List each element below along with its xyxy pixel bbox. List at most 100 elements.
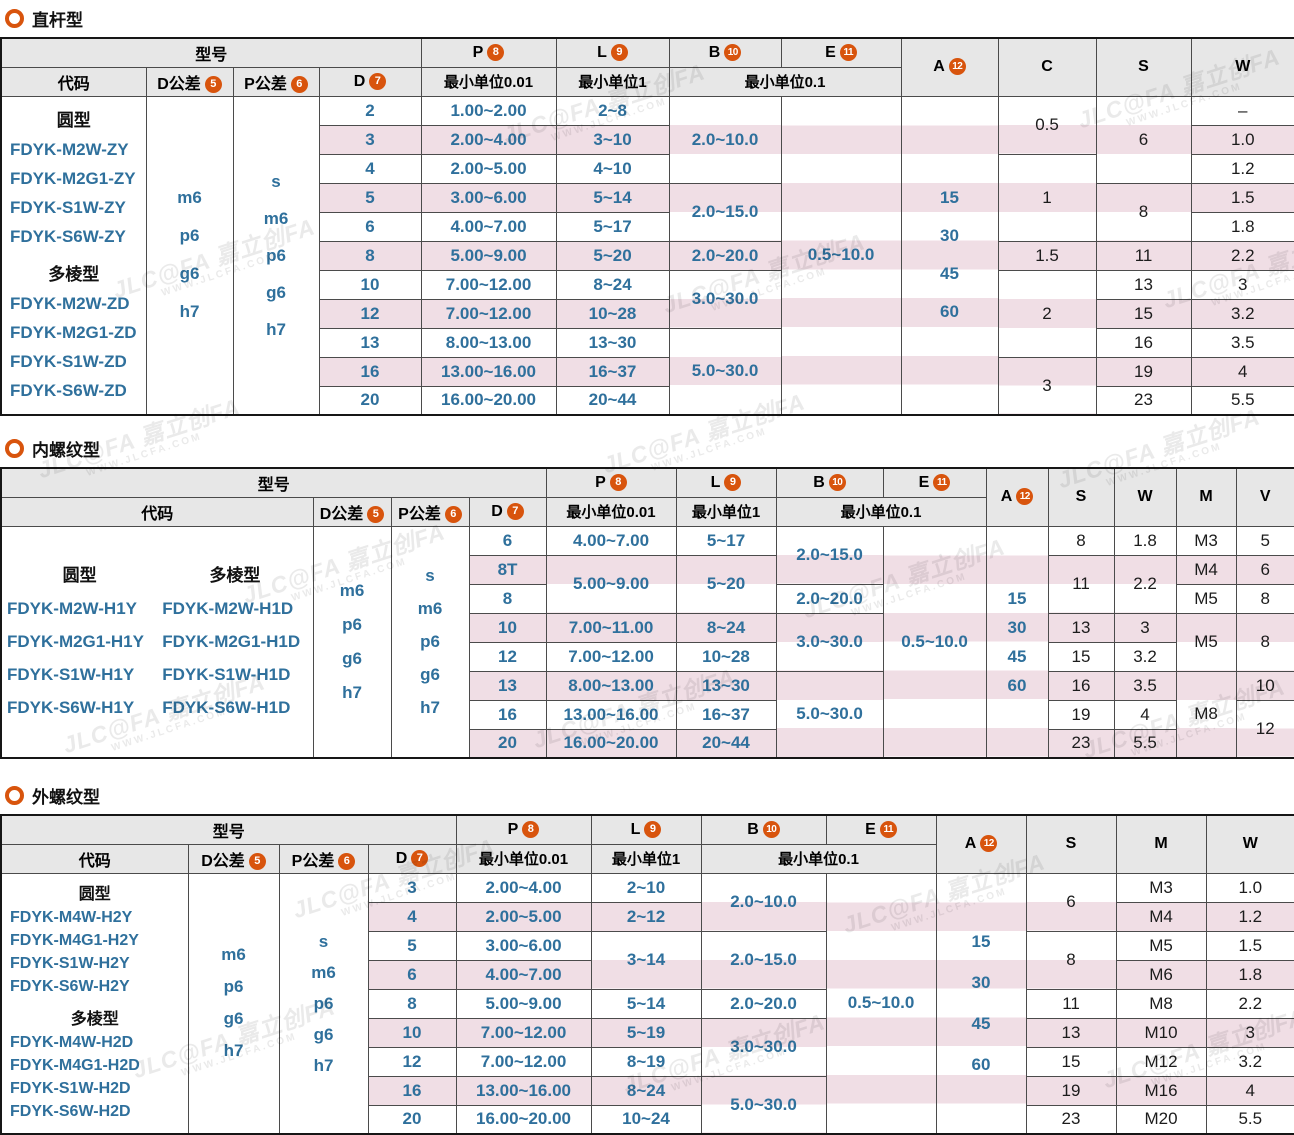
header-label: P公差 <box>244 75 287 93</box>
header-label: L <box>597 43 607 61</box>
header-v: V <box>1235 467 1294 527</box>
table-row: 4 2.00~5.00 4~10 1 1.2 <box>1 153 1294 242</box>
col-p-value: 7.00~12.00 <box>455 1046 592 1077</box>
codes-cell: 圆型 FDYK-M2W-ZY FDYK-M2G1-ZY FDYK-S1W-ZY FDYK… <box>0 95 147 416</box>
table-row: 20 16.00~20.00 20~44 23 5.5 <box>1 385 1294 416</box>
header-d-tolerance: D公差 5 <box>312 496 392 527</box>
header-label: 代码 <box>57 75 90 93</box>
table-row: 8 2.0~20.0 M5 8 <box>1 583 1294 614</box>
header-code: 代码 <box>0 66 147 97</box>
header-label: P公差 <box>291 852 335 870</box>
col-d-value: 6 <box>468 525 547 556</box>
header-unit-l: 最小单位1 <box>675 496 777 527</box>
header-label: D <box>395 849 408 867</box>
col-s-value: 11 <box>1025 988 1117 1019</box>
stacked-value: g6 <box>266 282 286 302</box>
circled-number-icon: 8 <box>609 473 627 491</box>
stacked-value: 30 <box>971 973 991 993</box>
col-l-value: 8~24 <box>555 269 670 300</box>
col-p-value: 3.00~6.00 <box>455 930 592 961</box>
col-a-values: 15 30 45 60 <box>985 525 1049 759</box>
col-w-value: 1.0 <box>1205 872 1294 903</box>
col-p-value: 13.00~16.00 <box>545 699 677 730</box>
table-row: 13 8.00~13.00 13~30 5.0~30.0 16 3.5 M8 10 <box>1 670 1294 759</box>
stacked-value: h7 <box>223 1041 244 1061</box>
stacked-value: p6 <box>179 226 200 246</box>
header-label: 型号 <box>257 476 290 494</box>
bullet-ring-icon <box>5 9 24 28</box>
col-d-value: 10 <box>318 269 422 300</box>
col-w-value: 3.2 <box>1205 1046 1294 1077</box>
col-p-value: 7.00~12.00 <box>545 641 677 672</box>
model-code: FDYK-M2G1-ZD <box>10 322 137 342</box>
col-w-value: 2.2 <box>1113 554 1177 614</box>
col-e-value: 0.5~10.0 <box>882 525 987 759</box>
stacked-value: 45 <box>971 1014 991 1034</box>
circled-number-icon: 10 <box>724 43 742 61</box>
col-d-value: 8 <box>318 240 422 271</box>
col-b-value: 3.0~30.0 <box>775 612 884 672</box>
d-tolerance-values: m6 p6 g6 h7 <box>312 525 392 759</box>
stacked-value: 15 <box>1007 588 1027 608</box>
col-w-value: 3.2 <box>1113 641 1177 672</box>
table-row: 5 3.00~6.00 5~14 2.0~15.0 8 1.5 <box>1 182 1294 242</box>
col-w-value: 1.8 <box>1205 959 1294 990</box>
stacked-values: 15 30 45 60 <box>987 584 1047 700</box>
header-w: W <box>1205 814 1294 874</box>
d-tolerance-values: m6 p6 g6 h7 <box>187 872 280 1135</box>
table-row: 20 16.00~20.00 20~44 23 5.5 <box>1 728 1294 759</box>
stacked-value: m6 <box>339 580 365 600</box>
col-a-values: 15 30 45 60 <box>900 95 999 416</box>
col-m-value: M4 <box>1175 554 1237 585</box>
header-label: A <box>1000 488 1013 506</box>
col-m-value: M3 <box>1115 872 1207 903</box>
col-d-value: 8 <box>468 583 547 614</box>
col-w-value: 1.8 <box>1190 211 1294 242</box>
circled-number-icon: 10 <box>828 473 846 491</box>
col-l-value: 16~37 <box>675 699 777 730</box>
col-b-value: 3.0~30.0 <box>700 1017 827 1077</box>
col-w-value: 1.5 <box>1205 930 1294 961</box>
stacked-value: 45 <box>940 264 959 284</box>
circled-number-icon: 11 <box>879 820 897 838</box>
circled-number-icon: 5 <box>367 505 385 523</box>
table-row: 6 4.00~7.00 5~17 1.8 <box>1 211 1294 242</box>
header-label: 最小单位0.1 <box>778 851 859 868</box>
col-v-value: 5 <box>1235 525 1294 556</box>
section-title-text: 内螺纹型 <box>32 441 100 460</box>
stacked-value: 15 <box>940 188 959 208</box>
header-label: 最小单位0.01 <box>566 504 656 521</box>
header-label: A <box>964 835 977 853</box>
stacked-value: m6 <box>221 945 246 965</box>
header-label: 最小单位0.1 <box>840 504 922 521</box>
col-d-value: 16 <box>367 1075 457 1106</box>
stacked-value: 15 <box>971 932 991 952</box>
model-code: FDYK-M4W-H2Y <box>10 909 133 927</box>
circled-number-icon: 11 <box>839 43 857 61</box>
col-p-value: 5.00~9.00 <box>455 988 592 1019</box>
header-w: W <box>1190 37 1294 97</box>
col-d-value: 8T <box>468 554 547 585</box>
stacked-value: h7 <box>266 319 286 339</box>
circled-number-icon: 5 <box>248 852 266 870</box>
col-w-value: 5.5 <box>1113 728 1177 759</box>
stacked-value: p6 <box>342 614 362 634</box>
header-p-tolerance: P公差 6 <box>278 843 369 874</box>
col-l-value: 20~44 <box>555 385 670 416</box>
table-row: 10 7.00~12.00 5~19 3.0~30.0 13 M10 3 <box>1 1017 1294 1077</box>
table-row: 16 13.00~16.00 8~24 5.0~30.0 19 M16 4 <box>1 1075 1294 1135</box>
stacked-values: s m6 p6 g6 h7 <box>234 163 318 348</box>
header-label: W <box>1235 58 1251 76</box>
stacked-value: h7 <box>313 1055 334 1075</box>
col-b-value: 2.0~15.0 <box>700 930 827 990</box>
col-l-value: 10~28 <box>675 641 777 672</box>
model-code: FDYK-S1W-H2Y <box>10 955 130 973</box>
stacked-value: h7 <box>420 698 440 718</box>
col-m-value: M16 <box>1115 1075 1207 1106</box>
stacked-value: p6 <box>420 632 440 652</box>
stacked-value: p6 <box>266 245 286 265</box>
col-d-value: 10 <box>468 612 547 643</box>
